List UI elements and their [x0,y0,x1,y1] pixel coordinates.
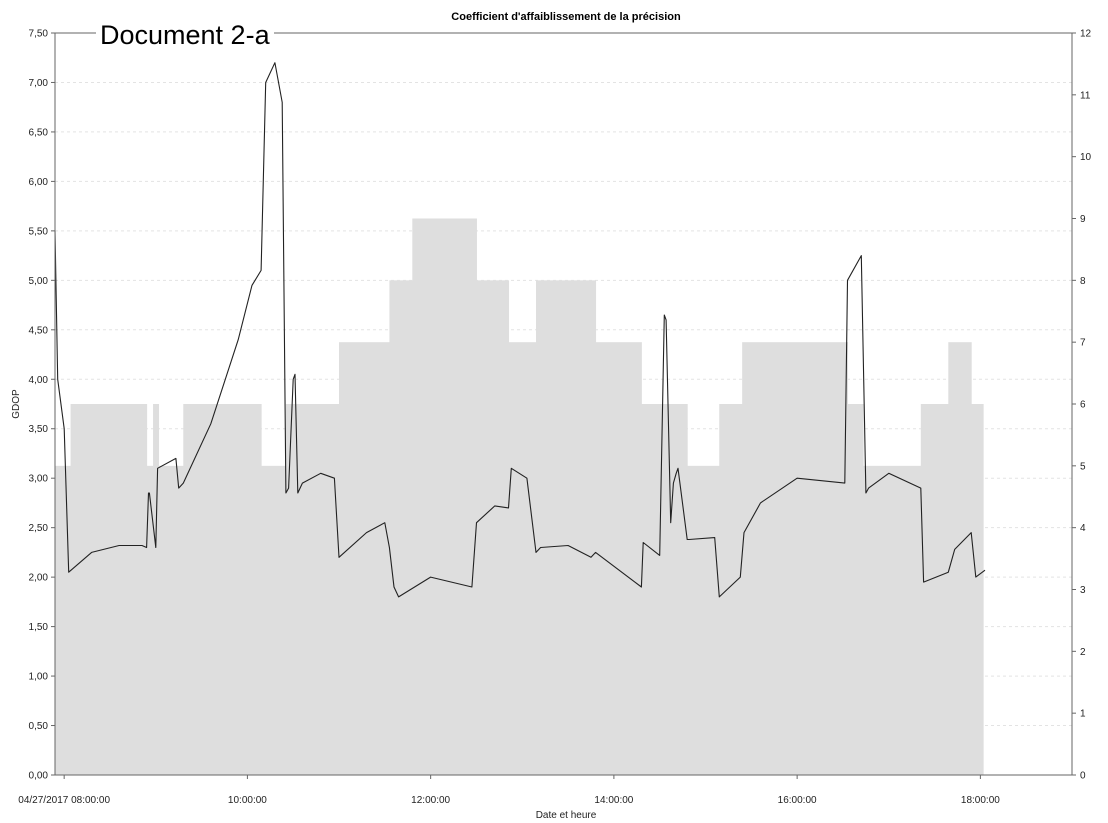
y-tick-label: 6,50 [29,127,49,138]
x-tick-label: 12:00:00 [411,795,450,806]
y-tick-label: 3,00 [29,474,49,485]
y-tick-label: 0,00 [29,771,49,782]
y-tick-label: 7,00 [29,78,49,89]
x-tick-label: 18:00:00 [961,795,1000,806]
y-tick-label: 4,50 [29,325,49,336]
satellite-count-step [742,342,849,775]
y2-tick-label: 2 [1080,647,1086,658]
y2-tick-label: 5 [1080,461,1086,472]
y2-tick-label: 12 [1080,29,1092,40]
y-tick-label: 2,50 [29,523,49,534]
satellite-count-step [948,342,972,775]
satellite-count-step [508,342,537,775]
y2-tick-label: 4 [1080,523,1086,534]
satellite-count-step [158,465,184,775]
satellite-count-area [55,218,984,775]
y2-tick-label: 11 [1080,90,1091,101]
satellite-count-step [285,404,340,775]
satellite-count-step [687,465,720,775]
x-axis-ticks: 04/27/2017 08:00:00 10:00:00 12:00:00 14:00… [18,775,1000,806]
y-tick-label: 0,50 [29,721,49,732]
gdop-line [54,62,986,598]
satellite-count-step [920,404,949,775]
document-label: Document 2-a [96,20,274,50]
y-tick-label: 1,00 [29,672,49,683]
satellite-count-step [476,280,510,775]
satellite-count-step [595,342,642,775]
x-tick-label: 10:00:00 [228,795,267,806]
gdop-series-line [54,62,986,598]
satellite-count-step [55,465,72,775]
y2-tick-label: 1 [1080,709,1086,720]
satellite-count-step [183,404,262,775]
y2-tick-label: 7 [1080,338,1086,349]
satellite-count-step [536,280,597,775]
y2-tick-label: 0 [1080,771,1086,782]
x-tick-label: 16:00:00 [778,795,817,806]
satellite-count-step [847,404,864,775]
satellite-count-step [412,218,477,775]
satellite-count-step [70,404,148,775]
y2-tick-label: 6 [1080,400,1086,411]
x-tick-label: 14:00:00 [594,795,633,806]
y-tick-label: 5,00 [29,276,49,287]
satellite-count-step [389,280,413,775]
y-tick-label: 2,00 [29,573,49,584]
chart-title: Coefficient d'affaiblissement de la préc… [451,11,681,23]
satellite-count-step [153,404,160,775]
satellite-count-step [339,342,390,775]
y-tick-label: 7,50 [29,29,49,40]
y2-tick-label: 9 [1080,214,1086,225]
y-tick-label: 4,00 [29,375,49,386]
satellite-count-step [719,404,743,775]
satellite-count-step [971,404,984,775]
x-axis-label: Date et heure [536,810,597,821]
y-axis-label: GDOP [11,389,22,419]
y-tick-label: 1,50 [29,622,49,633]
y2-tick-label: 8 [1080,276,1086,287]
satellite-count-step [261,465,287,775]
left-axis-ticks: 0,00 0,50 1,00 1,50 2,00 2,50 3,00 3,50 4,00 4,50… [29,29,55,782]
y2-tick-label: 10 [1080,152,1092,163]
satellite-count-step [146,465,154,775]
y-tick-label: 5,50 [29,226,49,237]
y-tick-label: 6,00 [29,177,49,188]
y-tick-label: 3,50 [29,424,49,435]
x-tick-label: 04/27/2017 08:00:00 [18,795,110,806]
satellite-count-step [641,404,688,775]
satellite-count-step [863,465,922,775]
y2-tick-label: 3 [1080,585,1086,596]
